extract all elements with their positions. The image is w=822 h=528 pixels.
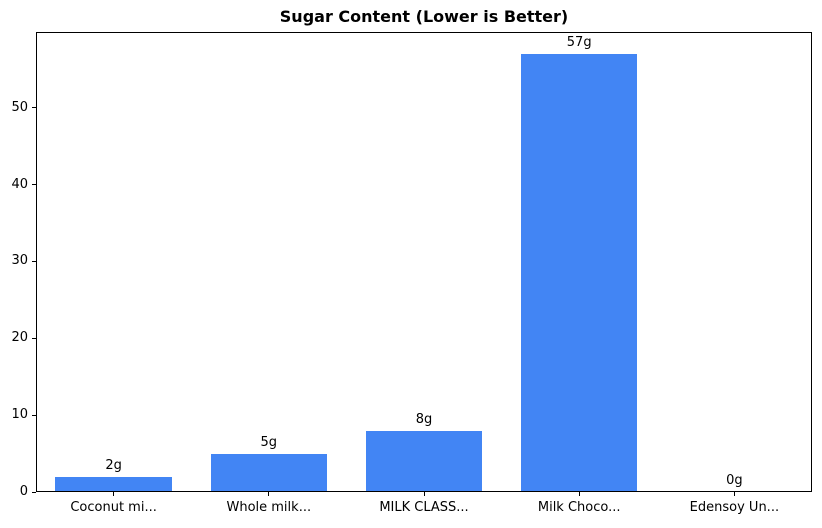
y-tick-mark: [32, 337, 36, 339]
x-tick-mark: [423, 492, 425, 496]
y-tick-mark: [32, 184, 36, 186]
bar-value-label: 0g: [726, 473, 743, 488]
x-tick-mark: [733, 492, 735, 496]
y-tick-label: 50: [11, 99, 28, 115]
chart-title: Sugar Content (Lower is Better): [279, 7, 569, 26]
x-tick-mark: [268, 492, 270, 496]
y-tick-mark: [32, 491, 36, 493]
y-tick-label: 20: [11, 330, 28, 346]
x-tick-label: Milk Choco...: [537, 500, 621, 515]
bar-value-label: 8g: [415, 411, 433, 427]
bar: [55, 476, 172, 491]
x-tick-mark: [113, 492, 115, 496]
y-tick-mark: [32, 107, 36, 109]
plot-area: [36, 32, 812, 492]
y-tick-label: 30: [11, 253, 28, 269]
bar: [365, 430, 483, 491]
bar-value-label: 57g: [566, 34, 592, 50]
bar-value-label: 5g: [260, 434, 278, 450]
x-tick-mark: [578, 492, 580, 496]
bar: [210, 453, 327, 491]
bar-value-label: 2g: [105, 457, 122, 473]
x-tick-label: MILK CLASS...: [379, 500, 469, 515]
x-tick-label: Whole milk...: [226, 500, 312, 515]
bar: [521, 53, 638, 491]
y-tick-label: 10: [11, 407, 28, 423]
x-tick-label: Edensoy Un...: [689, 500, 780, 515]
y-tick-label: 0: [19, 484, 28, 499]
y-tick-mark: [32, 414, 36, 416]
y-tick-mark: [32, 260, 36, 262]
y-tick-label: 40: [11, 176, 28, 192]
x-tick-label: Coconut mi...: [70, 500, 157, 515]
